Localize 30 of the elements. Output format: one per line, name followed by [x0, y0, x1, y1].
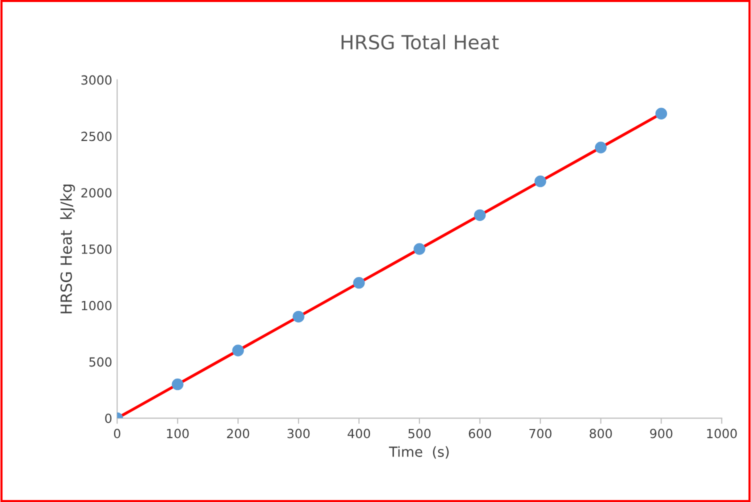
x-tick-label: 100 — [167, 428, 189, 438]
point — [474, 209, 486, 221]
x-tick-label: 900 — [650, 428, 672, 438]
chart-title: HRSG Total Heat — [342, 34, 499, 50]
y-tick-label: 1000 — [82, 300, 112, 310]
point — [655, 108, 668, 120]
y-tick-label: 2000 — [81, 188, 112, 198]
x-tick-label: 700 — [529, 428, 552, 438]
x-axis-title: Time (s) — [388, 446, 449, 459]
y-tick-label: 1500 — [82, 244, 112, 254]
x-tick-label: 0 — [114, 428, 120, 438]
y-tick-label: 0 — [105, 414, 112, 424]
x-tick-label: 1000 — [707, 428, 737, 438]
x-tick-label: 300 — [288, 428, 310, 438]
x-tick-label: 500 — [408, 428, 431, 438]
x-tick-label: 600 — [468, 428, 491, 438]
point — [414, 243, 426, 255]
point — [232, 344, 244, 356]
x-tick-label: 200 — [227, 428, 250, 438]
point — [353, 276, 365, 289]
y-tick-label: 500 — [89, 357, 112, 367]
point — [534, 175, 546, 188]
point — [172, 378, 184, 390]
x-tick-label: 800 — [590, 428, 612, 438]
point — [292, 310, 304, 323]
point — [594, 142, 607, 154]
y-tick-label: 3000 — [81, 75, 112, 85]
y-tick-label: 2500 — [81, 132, 112, 142]
y-axis-title: HRSG Heat kJ/kg — [60, 184, 75, 314]
x-tick-label: 400 — [348, 428, 370, 438]
